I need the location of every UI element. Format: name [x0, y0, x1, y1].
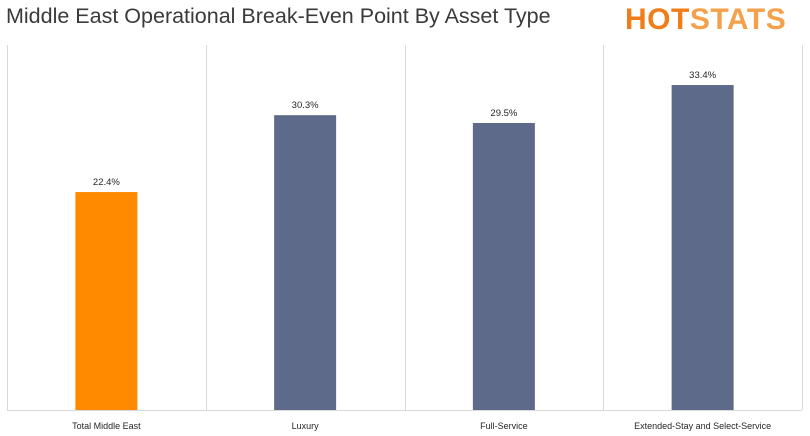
x-tick-label: Extended-Stay and Select-Service	[634, 421, 771, 431]
x-tick-label: Luxury	[292, 421, 320, 431]
x-tick-label: Full-Service	[480, 421, 528, 431]
chart-title: Middle East Operational Break-Even Point…	[6, 4, 551, 28]
x-tick-label: Total Middle East	[72, 421, 141, 431]
hotstats-logo: HOTSTATS	[625, 3, 786, 37]
logo-part-hot: HOT	[625, 3, 690, 36]
bar	[472, 122, 535, 411]
bar	[671, 85, 734, 410]
logo-part-stats: STATS	[689, 3, 787, 36]
data-label: 22.4%	[93, 177, 120, 188]
data-label: 33.4%	[689, 70, 716, 81]
data-label: 29.5%	[490, 108, 517, 119]
bar	[274, 115, 337, 411]
bar	[75, 192, 138, 410]
data-label: 30.3%	[292, 100, 319, 111]
